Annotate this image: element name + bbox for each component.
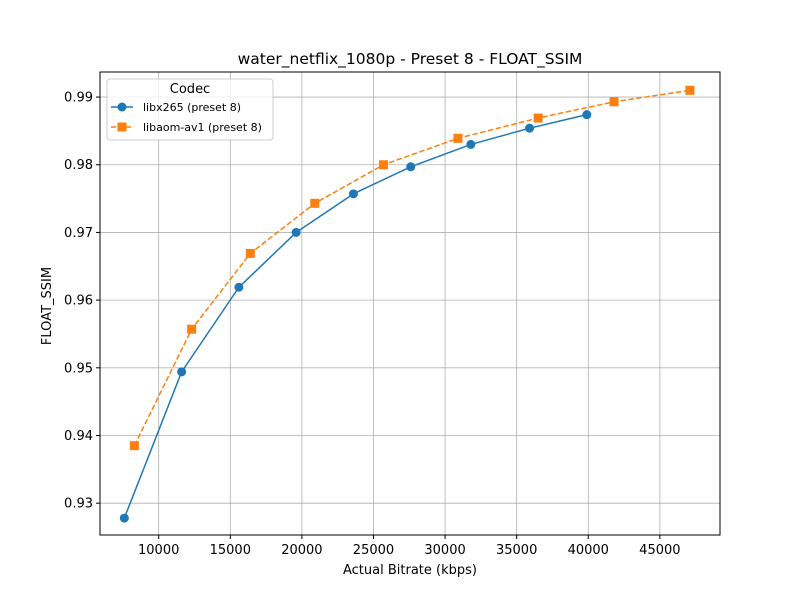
data-point	[379, 160, 389, 170]
legend: Codec libx265 (preset 8) libaom-av1 (pre…	[106, 78, 274, 141]
chart-title: water_netflix_1080p - Preset 8 - FLOAT_S…	[238, 50, 583, 69]
data-point	[177, 367, 187, 377]
x-tick-label: 10000	[138, 543, 179, 558]
series-libx265	[119, 110, 592, 523]
x-tick-label: 30000	[424, 543, 465, 558]
data-point	[291, 227, 301, 237]
data-point	[406, 162, 416, 172]
data-point	[129, 441, 139, 451]
legend-label-libaom: libaom-av1 (preset 8)	[143, 121, 262, 134]
y-axis-title: FLOAT_SSIM	[40, 267, 55, 345]
data-point	[453, 133, 463, 143]
x-tick-label: 25000	[353, 543, 394, 558]
data-point	[245, 248, 255, 258]
data-point	[348, 189, 358, 199]
data-point	[466, 139, 476, 149]
series-libaom-av1	[129, 85, 695, 451]
x-axis-title: Actual Bitrate (kbps)	[343, 563, 477, 578]
y-tick-label: 0.99	[64, 91, 93, 106]
data-point	[685, 85, 695, 95]
x-tick-label: 20000	[281, 543, 322, 558]
data-point	[234, 282, 244, 292]
data-point	[609, 97, 619, 107]
data-point	[187, 324, 197, 334]
data-point	[119, 513, 129, 523]
plot-frame	[99, 71, 721, 536]
legend-label-libx265: libx265 (preset 8)	[143, 101, 241, 114]
y-tick-label: 0.93	[64, 497, 93, 512]
legend-title: Codec	[170, 82, 210, 97]
series-layer	[119, 85, 695, 523]
legend-box	[106, 78, 274, 141]
data-point	[525, 123, 535, 133]
data-point	[582, 110, 592, 120]
data-point	[310, 198, 320, 208]
x-tick-label: 45000	[639, 543, 680, 558]
y-tick-label: 0.96	[64, 294, 93, 309]
data-point	[533, 113, 543, 123]
legend-marker-libaom	[117, 122, 127, 132]
x-tick-label: 35000	[496, 543, 537, 558]
y-tick-label: 0.97	[64, 226, 93, 241]
tick-layer: 10000 15000 20000 25000 30000 35000 40000 45000…	[64, 91, 680, 558]
x-tick-label: 15000	[210, 543, 251, 558]
x-tick-label: 40000	[568, 543, 609, 558]
y-tick-label: 0.95	[64, 361, 93, 376]
y-tick-label: 0.94	[64, 429, 93, 444]
y-tick-label: 0.98	[64, 158, 93, 173]
legend-marker-libx265	[117, 102, 127, 112]
